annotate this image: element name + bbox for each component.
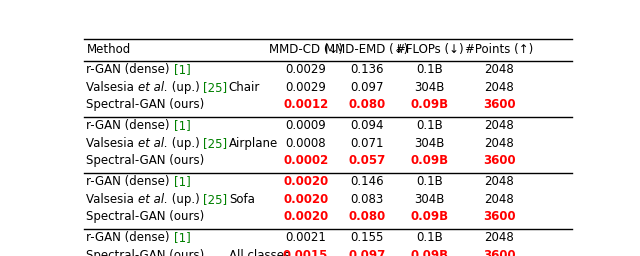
Text: 0.094: 0.094	[350, 119, 383, 132]
Text: et al.: et al.	[138, 193, 168, 206]
Text: 2048: 2048	[484, 119, 514, 132]
Text: 0.0029: 0.0029	[285, 63, 326, 76]
Text: 0.071: 0.071	[350, 137, 383, 150]
Text: 0.136: 0.136	[350, 63, 383, 76]
Text: 0.0021: 0.0021	[285, 231, 326, 244]
Text: Chair: Chair	[229, 81, 260, 94]
Text: 0.080: 0.080	[348, 98, 385, 111]
Text: Spectral-GAN (ours): Spectral-GAN (ours)	[86, 249, 205, 256]
Text: 0.0020: 0.0020	[283, 210, 328, 223]
Text: 3600: 3600	[483, 249, 515, 256]
Text: #FLOPs (↓): #FLOPs (↓)	[396, 44, 463, 56]
Text: Spectral-GAN (ours): Spectral-GAN (ours)	[86, 210, 205, 223]
Text: Valsesia: Valsesia	[86, 193, 138, 206]
Text: 2048: 2048	[484, 137, 514, 150]
Text: 2048: 2048	[484, 81, 514, 94]
Text: 304B: 304B	[415, 81, 445, 94]
Text: r-GAN (dense): r-GAN (dense)	[86, 175, 173, 188]
Text: 2048: 2048	[484, 63, 514, 76]
Text: et al.: et al.	[138, 137, 168, 150]
Text: 0.080: 0.080	[348, 210, 385, 223]
Text: MMD-CD (↓): MMD-CD (↓)	[269, 44, 342, 56]
Text: 0.097: 0.097	[350, 81, 383, 94]
Text: (up.): (up.)	[168, 137, 204, 150]
Text: 0.1B: 0.1B	[416, 231, 443, 244]
Text: r-GAN (dense): r-GAN (dense)	[86, 63, 173, 76]
Text: 3600: 3600	[483, 98, 515, 111]
Text: [1]: [1]	[173, 175, 191, 188]
Text: 304B: 304B	[415, 137, 445, 150]
Text: 0.155: 0.155	[350, 231, 383, 244]
Text: 304B: 304B	[415, 193, 445, 206]
Text: [1]: [1]	[173, 119, 191, 132]
Text: et al.: et al.	[138, 81, 168, 94]
Text: 0.09B: 0.09B	[411, 98, 449, 111]
Text: 0.057: 0.057	[348, 154, 385, 167]
Text: 0.0012: 0.0012	[283, 98, 328, 111]
Text: [25]: [25]	[204, 137, 228, 150]
Text: 0.0020: 0.0020	[283, 175, 328, 188]
Text: 0.1B: 0.1B	[416, 63, 443, 76]
Text: 0.09B: 0.09B	[411, 210, 449, 223]
Text: #Points (↑): #Points (↑)	[465, 44, 533, 56]
Text: Valsesia: Valsesia	[86, 137, 138, 150]
Text: [25]: [25]	[204, 193, 228, 206]
Text: 0.0020: 0.0020	[283, 193, 328, 206]
Text: r-GAN (dense): r-GAN (dense)	[86, 231, 173, 244]
Text: [25]: [25]	[204, 81, 228, 94]
Text: 0.09B: 0.09B	[411, 249, 449, 256]
Text: 2048: 2048	[484, 231, 514, 244]
Text: 3600: 3600	[483, 154, 515, 167]
Text: 0.083: 0.083	[350, 193, 383, 206]
Text: Spectral-GAN (ours): Spectral-GAN (ours)	[86, 154, 205, 167]
Text: All classes: All classes	[229, 249, 290, 256]
Text: 0.0008: 0.0008	[285, 137, 326, 150]
Text: 0.0029: 0.0029	[285, 81, 326, 94]
Text: 0.0009: 0.0009	[285, 119, 326, 132]
Text: 3600: 3600	[483, 210, 515, 223]
Text: (up.): (up.)	[168, 81, 204, 94]
Text: Method: Method	[86, 44, 131, 56]
Text: 2048: 2048	[484, 193, 514, 206]
Text: 0.097: 0.097	[348, 249, 385, 256]
Text: 0.0015: 0.0015	[283, 249, 328, 256]
Text: 0.1B: 0.1B	[416, 175, 443, 188]
Text: [1]: [1]	[173, 63, 191, 76]
Text: (up.): (up.)	[168, 193, 204, 206]
Text: MMD-EMD (↓): MMD-EMD (↓)	[325, 44, 408, 56]
Text: Sofa: Sofa	[229, 193, 255, 206]
Text: 0.0002: 0.0002	[283, 154, 328, 167]
Text: [1]: [1]	[173, 231, 191, 244]
Text: 2048: 2048	[484, 175, 514, 188]
Text: Valsesia: Valsesia	[86, 81, 138, 94]
Text: r-GAN (dense): r-GAN (dense)	[86, 119, 173, 132]
Text: 0.146: 0.146	[350, 175, 383, 188]
Text: Spectral-GAN (ours): Spectral-GAN (ours)	[86, 98, 205, 111]
Text: 0.1B: 0.1B	[416, 119, 443, 132]
Text: 0.09B: 0.09B	[411, 154, 449, 167]
Text: Airplane: Airplane	[229, 137, 278, 150]
